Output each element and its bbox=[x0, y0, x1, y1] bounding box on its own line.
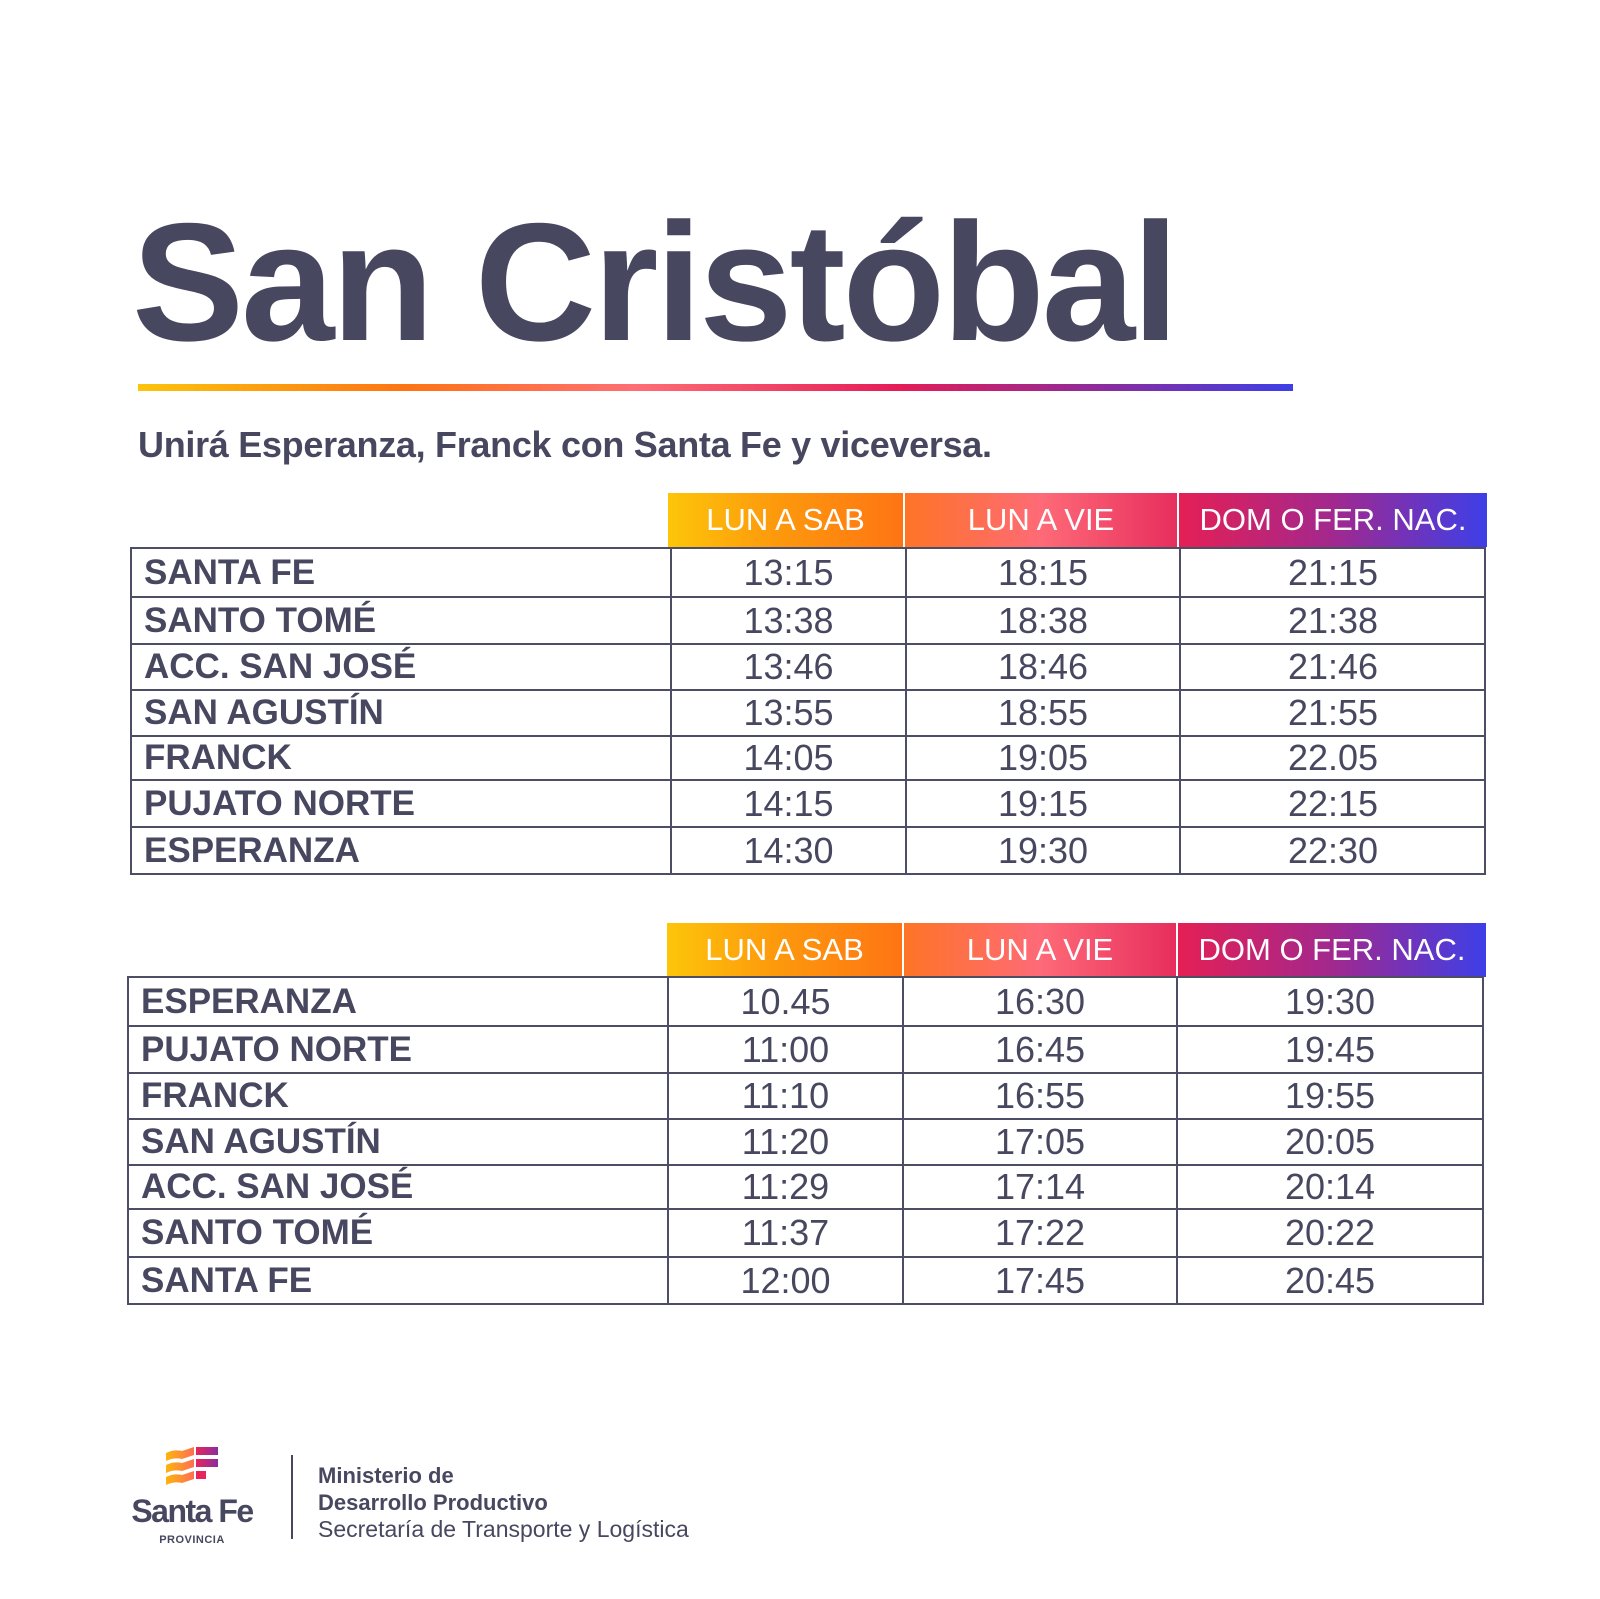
departure-time: 18:38 bbox=[905, 598, 1179, 643]
departure-time: 13:15 bbox=[670, 549, 905, 596]
departure-time: 21:38 bbox=[1179, 598, 1485, 643]
departure-time: 22:15 bbox=[1179, 781, 1485, 826]
departure-time: 17:22 bbox=[902, 1210, 1176, 1256]
departure-time: 11:29 bbox=[667, 1166, 902, 1208]
table-row: SAN AGUSTÍN 13:55 18:55 21:55 bbox=[132, 689, 1484, 735]
schedule-grid: ESPERANZA 10.45 16:30 19:30 PUJATO NORTE 11:0… bbox=[127, 976, 1484, 1305]
table-row: FRANCK 11:10 16:55 19:55 bbox=[129, 1072, 1482, 1118]
departure-time: 16:45 bbox=[902, 1027, 1176, 1072]
gradient-underline bbox=[138, 384, 1293, 391]
departure-time: 13:38 bbox=[670, 598, 905, 643]
table-row: SANTO TOMÉ 11:37 17:22 20:22 bbox=[129, 1208, 1482, 1256]
table-row: SANTA FE 12:00 17:45 20:45 bbox=[129, 1256, 1482, 1303]
departure-time: 10.45 bbox=[667, 978, 902, 1025]
stop-name: ESPERANZA bbox=[144, 830, 360, 870]
column-header: LUN A SAB bbox=[667, 923, 902, 977]
table-row: SAN AGUSTÍN 11:20 17:05 20:05 bbox=[129, 1118, 1482, 1164]
departure-time: 20:45 bbox=[1176, 1258, 1482, 1303]
logo-subtitle: PROVINCIA bbox=[159, 1534, 225, 1546]
table-row: ESPERANZA 14:30 19:30 22:30 bbox=[132, 826, 1484, 873]
departure-time: 21:15 bbox=[1179, 549, 1485, 596]
table-row: FRANCK 14:05 19:05 22.05 bbox=[132, 735, 1484, 779]
departure-time: 17:14 bbox=[902, 1166, 1176, 1208]
schedule-grid: SANTA FE 13:15 18:15 21:15 SANTO TOMÉ 13:38 18… bbox=[130, 547, 1486, 875]
departure-time: 22:30 bbox=[1179, 828, 1485, 873]
departure-time: 12:00 bbox=[667, 1258, 902, 1303]
departure-time: 17:45 bbox=[902, 1258, 1176, 1303]
table-row: ACC. SAN JOSÉ 11:29 17:14 20:14 bbox=[129, 1164, 1482, 1208]
stop-name: SANTO TOMÉ bbox=[141, 1213, 374, 1252]
column-header: LUN A VIE bbox=[903, 493, 1177, 547]
departure-time: 20:05 bbox=[1176, 1120, 1482, 1164]
departure-time: 13:55 bbox=[670, 691, 905, 735]
table-row: SANTA FE 13:15 18:15 21:15 bbox=[132, 549, 1484, 596]
ministry-block: Ministerio de Desarrollo Productivo Secr… bbox=[318, 1462, 689, 1543]
logo-wordmark: Santa Fe bbox=[131, 1493, 254, 1529]
table-row: PUJATO NORTE 11:00 16:45 19:45 bbox=[129, 1025, 1482, 1072]
departure-time: 18:15 bbox=[905, 549, 1179, 596]
departure-time: 21:55 bbox=[1179, 691, 1485, 735]
departure-time: 16:30 bbox=[902, 978, 1176, 1025]
santa-fe-flag-icon bbox=[166, 1447, 218, 1485]
departure-time: 14:15 bbox=[670, 781, 905, 826]
footer-divider bbox=[291, 1455, 293, 1539]
departure-time: 13:46 bbox=[670, 645, 905, 689]
departure-time: 19:45 bbox=[1176, 1027, 1482, 1072]
departure-time: 21:46 bbox=[1179, 645, 1485, 689]
route-description: Unirá Esperanza, Franck con Santa Fe y v… bbox=[138, 424, 992, 465]
departure-time: 14:05 bbox=[670, 737, 905, 779]
stop-name: SAN AGUSTÍN bbox=[141, 1122, 381, 1161]
table-row: PUJATO NORTE 14:15 19:15 22:15 bbox=[132, 779, 1484, 826]
stop-name: ESPERANZA bbox=[141, 981, 357, 1021]
santa-fe-logo: Santa Fe PROVINCIA bbox=[118, 1445, 266, 1546]
column-header: LUN A SAB bbox=[668, 493, 903, 547]
departure-time: 19:30 bbox=[1176, 978, 1482, 1025]
departure-time: 19:55 bbox=[1176, 1074, 1482, 1118]
departure-time: 20:14 bbox=[1176, 1166, 1482, 1208]
departure-time: 17:05 bbox=[902, 1120, 1176, 1164]
departure-time: 16:55 bbox=[902, 1074, 1176, 1118]
departure-time: 20:22 bbox=[1176, 1210, 1482, 1256]
departure-time: 11:00 bbox=[667, 1027, 902, 1072]
ministry-line-1: Ministerio de bbox=[318, 1463, 454, 1488]
stop-name: ACC. SAN JOSÉ bbox=[144, 647, 417, 686]
stop-name: SAN AGUSTÍN bbox=[144, 693, 384, 732]
departure-time: 19:15 bbox=[905, 781, 1179, 826]
departure-time: 19:30 bbox=[905, 828, 1179, 873]
stop-name: PUJATO NORTE bbox=[141, 1029, 412, 1069]
departure-time: 22.05 bbox=[1179, 737, 1485, 779]
stop-name: SANTO TOMÉ bbox=[144, 600, 377, 640]
departure-time: 18:55 bbox=[905, 691, 1179, 735]
table-row: ESPERANZA 10.45 16:30 19:30 bbox=[129, 978, 1482, 1025]
stop-name: SANTA FE bbox=[141, 1260, 313, 1300]
stop-name: FRANCK bbox=[141, 1076, 289, 1115]
table-row: SANTO TOMÉ 13:38 18:38 21:38 bbox=[132, 596, 1484, 643]
departure-time: 14:30 bbox=[670, 828, 905, 873]
page-title: San Cristóbal bbox=[132, 188, 1179, 376]
departure-time: 11:20 bbox=[667, 1120, 902, 1164]
column-header: LUN A VIE bbox=[902, 923, 1176, 977]
column-header: DOM O FER. NAC. bbox=[1177, 493, 1487, 547]
departure-time: 18:46 bbox=[905, 645, 1179, 689]
departure-time: 11:37 bbox=[667, 1210, 902, 1256]
table-row: ACC. SAN JOSÉ 13:46 18:46 21:46 bbox=[132, 643, 1484, 689]
stop-name: FRANCK bbox=[144, 738, 292, 777]
departure-time: 11:10 bbox=[667, 1074, 902, 1118]
ministry-line-2: Desarrollo Productivo bbox=[318, 1490, 548, 1515]
stop-name: PUJATO NORTE bbox=[144, 783, 415, 823]
departure-time: 19:05 bbox=[905, 737, 1179, 779]
stop-name: SANTA FE bbox=[144, 552, 316, 592]
stop-name: ACC. SAN JOSÉ bbox=[141, 1167, 414, 1206]
column-header: DOM O FER. NAC. bbox=[1176, 923, 1486, 977]
secretariat-name: Secretaría de Transporte y Logística bbox=[318, 1516, 689, 1542]
